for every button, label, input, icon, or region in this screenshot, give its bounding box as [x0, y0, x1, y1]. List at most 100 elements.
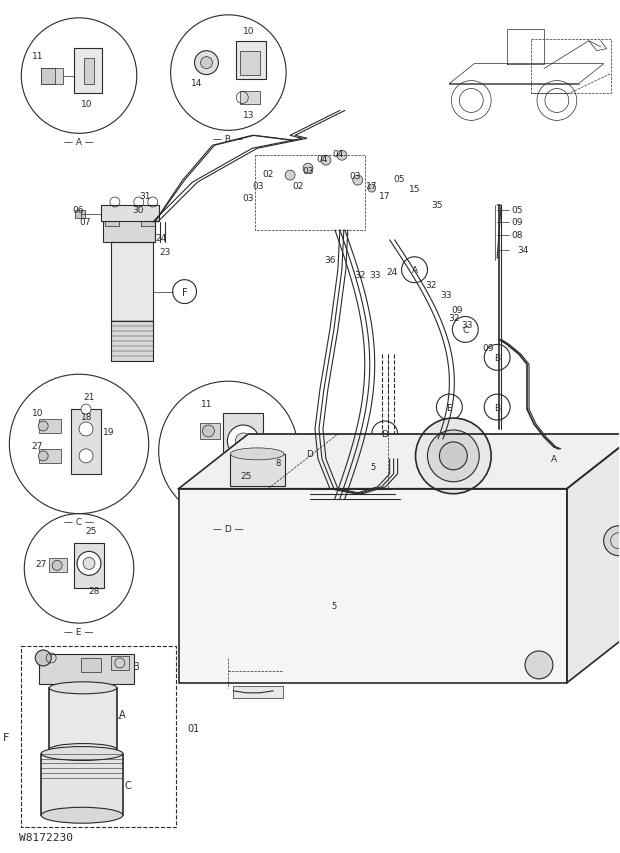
- Bar: [41, 754, 123, 815]
- Circle shape: [79, 422, 93, 437]
- Bar: [223, 414, 264, 473]
- Circle shape: [525, 651, 553, 679]
- Bar: [75, 211, 85, 218]
- Text: 32: 32: [354, 271, 365, 280]
- Polygon shape: [179, 489, 567, 683]
- Circle shape: [203, 426, 215, 438]
- Circle shape: [35, 650, 51, 666]
- Text: B: B: [133, 661, 140, 671]
- Text: 33: 33: [369, 271, 381, 280]
- Text: 5: 5: [331, 601, 337, 610]
- Text: 33: 33: [441, 291, 452, 299]
- Text: 10: 10: [242, 27, 254, 36]
- Bar: [49, 688, 117, 750]
- Bar: [231, 455, 285, 486]
- Text: A: A: [412, 266, 418, 275]
- Text: 14: 14: [191, 79, 202, 88]
- Bar: [111, 322, 153, 362]
- Text: 11: 11: [201, 399, 212, 408]
- Text: 34: 34: [517, 246, 528, 255]
- Text: 17: 17: [366, 182, 378, 190]
- Text: 09: 09: [511, 218, 523, 227]
- Circle shape: [195, 52, 218, 76]
- Text: — E —: — E —: [64, 627, 94, 635]
- Text: — C —: — C —: [64, 518, 94, 526]
- Bar: [101, 206, 159, 222]
- Bar: [39, 654, 134, 684]
- Circle shape: [415, 419, 491, 494]
- Text: B: B: [494, 403, 500, 412]
- Text: 07: 07: [79, 218, 91, 227]
- Ellipse shape: [49, 682, 117, 694]
- Text: 05: 05: [511, 206, 523, 215]
- Text: 04: 04: [316, 154, 327, 164]
- Ellipse shape: [41, 807, 123, 823]
- Text: 25: 25: [241, 472, 252, 481]
- Circle shape: [77, 552, 101, 576]
- Bar: [74, 544, 104, 589]
- Ellipse shape: [231, 449, 284, 461]
- Text: 30: 30: [132, 206, 143, 215]
- Circle shape: [604, 526, 620, 556]
- Circle shape: [79, 450, 93, 463]
- Bar: [111, 242, 153, 322]
- Text: 32: 32: [449, 314, 460, 322]
- Bar: [81, 659, 101, 672]
- Bar: [241, 91, 260, 105]
- Bar: [105, 218, 119, 227]
- Text: — D —: — D —: [213, 525, 244, 533]
- Text: A: A: [551, 455, 557, 464]
- Bar: [236, 42, 266, 79]
- Bar: [74, 49, 102, 95]
- Bar: [49, 559, 67, 572]
- Bar: [103, 221, 155, 242]
- Circle shape: [321, 156, 331, 166]
- Text: 03: 03: [242, 194, 254, 202]
- Text: 09: 09: [451, 305, 463, 315]
- Text: W8172230: W8172230: [19, 833, 73, 842]
- Text: D: D: [306, 450, 314, 459]
- Circle shape: [368, 185, 376, 193]
- Text: C: C: [125, 780, 131, 791]
- Text: F: F: [182, 287, 187, 297]
- Bar: [141, 218, 155, 227]
- Bar: [39, 420, 61, 433]
- Circle shape: [427, 431, 479, 482]
- Text: 11: 11: [32, 52, 43, 61]
- Bar: [255, 156, 365, 230]
- Circle shape: [106, 211, 116, 221]
- Circle shape: [38, 451, 48, 461]
- Text: 24: 24: [386, 268, 397, 277]
- Circle shape: [83, 558, 95, 570]
- Circle shape: [337, 151, 347, 161]
- Text: 27: 27: [32, 442, 43, 451]
- Circle shape: [142, 211, 152, 221]
- Circle shape: [38, 421, 48, 432]
- Text: 06: 06: [73, 206, 84, 215]
- Circle shape: [303, 164, 313, 174]
- Text: 33: 33: [461, 321, 473, 329]
- Circle shape: [81, 404, 91, 415]
- Text: C: C: [462, 326, 469, 334]
- Text: 05: 05: [394, 174, 405, 183]
- Text: 25: 25: [86, 526, 97, 536]
- Circle shape: [285, 171, 295, 181]
- Bar: [21, 647, 175, 827]
- Bar: [233, 686, 283, 698]
- Bar: [111, 656, 129, 670]
- Text: 18: 18: [81, 412, 93, 421]
- Text: B: B: [494, 353, 500, 363]
- Text: 32: 32: [426, 281, 437, 290]
- Circle shape: [236, 433, 251, 450]
- Bar: [200, 424, 220, 439]
- Text: 13: 13: [242, 111, 254, 119]
- Text: 15: 15: [409, 184, 420, 194]
- Text: 21: 21: [83, 392, 95, 401]
- Text: F: F: [3, 732, 9, 742]
- Ellipse shape: [41, 746, 123, 761]
- Text: 02: 02: [262, 170, 274, 178]
- Text: D: D: [381, 430, 388, 439]
- Polygon shape: [567, 434, 620, 683]
- Text: 02: 02: [293, 182, 304, 190]
- Text: E: E: [446, 403, 452, 412]
